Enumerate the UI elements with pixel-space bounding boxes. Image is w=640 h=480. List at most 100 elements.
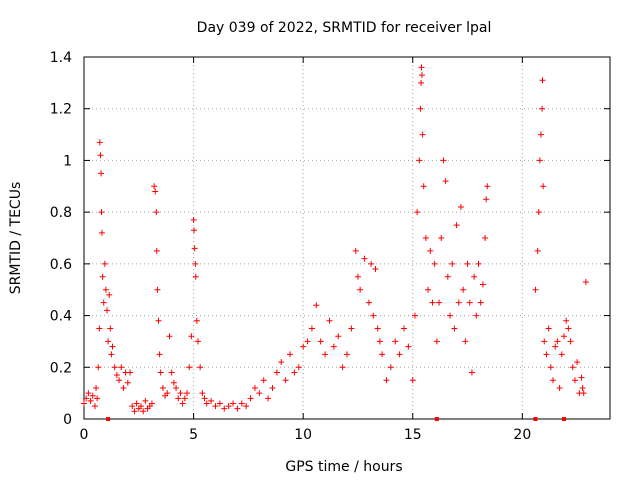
x-tick-label: 15 xyxy=(404,427,422,443)
data-point xyxy=(142,397,149,404)
x-tick-label: 20 xyxy=(513,427,531,443)
data-point xyxy=(561,417,566,421)
data-point xyxy=(344,351,350,358)
data-point xyxy=(560,333,567,340)
data-point xyxy=(216,400,223,407)
data-point xyxy=(133,400,140,407)
data-point xyxy=(554,338,561,345)
data-point xyxy=(308,325,315,332)
data-point xyxy=(419,131,426,138)
data-point xyxy=(405,343,412,350)
data-point xyxy=(418,72,425,79)
data-point xyxy=(157,369,164,376)
data-point xyxy=(94,395,101,402)
data-point xyxy=(295,364,302,371)
x-tick-label: 0 xyxy=(80,427,89,443)
data-point xyxy=(565,325,572,332)
data-point xyxy=(106,417,111,421)
data-point xyxy=(466,299,473,306)
data-point xyxy=(152,188,159,195)
data-point xyxy=(96,139,103,146)
data-point xyxy=(234,405,241,412)
data-point xyxy=(173,384,180,391)
data-point xyxy=(477,299,484,306)
data-point xyxy=(417,105,424,112)
data-point xyxy=(352,247,359,254)
data-point xyxy=(335,333,342,340)
data-point xyxy=(462,338,469,345)
data-point xyxy=(541,338,548,345)
data-point xyxy=(449,260,456,267)
data-point xyxy=(164,390,171,397)
data-point xyxy=(184,390,191,397)
data-point xyxy=(558,351,565,358)
data-point xyxy=(533,417,538,421)
y-tick-label: 0.6 xyxy=(50,257,72,273)
data-point xyxy=(203,400,210,407)
data-point xyxy=(409,377,416,384)
data-point xyxy=(109,343,116,350)
data-point xyxy=(98,209,105,216)
data-point xyxy=(579,384,586,391)
data-point xyxy=(434,417,439,421)
data-point xyxy=(192,260,199,267)
data-point xyxy=(552,343,559,350)
data-point xyxy=(282,377,289,384)
data-points xyxy=(81,64,589,421)
data-point xyxy=(100,299,107,306)
data-point xyxy=(545,325,552,332)
data-point xyxy=(221,405,228,412)
data-point xyxy=(199,390,206,397)
data-point xyxy=(181,395,188,402)
data-point xyxy=(484,183,491,190)
data-point xyxy=(425,286,432,293)
data-point xyxy=(166,333,173,340)
data-point xyxy=(87,397,94,404)
y-axis-label: SRMTID / TECUs xyxy=(8,182,24,295)
y-tick-label: 0 xyxy=(63,412,72,428)
data-point xyxy=(197,364,204,371)
data-point xyxy=(238,400,245,407)
data-point xyxy=(483,196,490,203)
data-point xyxy=(418,64,425,71)
data-point xyxy=(113,372,120,379)
axis-ticks: 0 5 10 15 20 0 0.2 0.4 0.6 0.8 1 1.2 1.4 xyxy=(50,50,610,443)
data-point xyxy=(212,403,219,410)
y-tick-label: 1.2 xyxy=(50,102,72,118)
data-point xyxy=(571,377,578,384)
data-point xyxy=(455,299,462,306)
data-point xyxy=(330,343,337,350)
data-point xyxy=(414,209,421,216)
data-point xyxy=(479,281,486,288)
data-point xyxy=(188,333,195,340)
data-point xyxy=(536,157,543,164)
data-point xyxy=(433,338,440,345)
x-axis-label: GPS time / hours xyxy=(285,459,402,475)
data-point xyxy=(225,403,232,410)
data-point xyxy=(540,183,547,190)
data-point xyxy=(438,235,445,241)
data-point xyxy=(431,260,438,267)
data-point xyxy=(453,222,460,229)
data-point xyxy=(116,377,123,384)
data-point xyxy=(556,384,563,391)
data-point xyxy=(175,395,182,402)
data-point xyxy=(151,183,158,190)
data-point xyxy=(230,400,237,407)
data-point xyxy=(372,266,379,273)
data-point xyxy=(440,157,447,164)
data-point xyxy=(108,351,115,358)
data-point xyxy=(396,351,403,358)
data-point xyxy=(111,364,118,371)
data-point xyxy=(420,183,427,190)
data-point xyxy=(326,317,333,324)
data-point xyxy=(131,408,138,415)
x-tick-label: 10 xyxy=(294,427,312,443)
data-point xyxy=(429,299,436,306)
data-point xyxy=(153,209,160,216)
data-point xyxy=(256,390,263,397)
data-point xyxy=(81,400,87,407)
data-point xyxy=(563,317,570,324)
data-point xyxy=(392,338,399,345)
data-point xyxy=(447,312,454,319)
